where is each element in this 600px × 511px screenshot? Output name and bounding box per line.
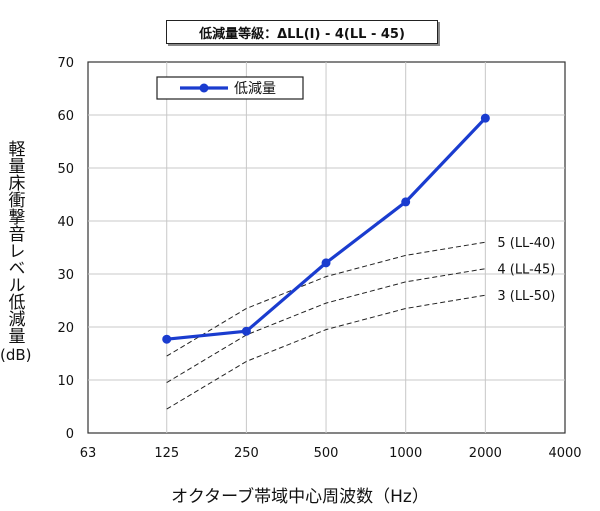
x-tick-label: 125	[154, 446, 179, 461]
x-tick-label: 500	[314, 446, 339, 461]
legend-box	[156, 76, 304, 100]
data-point	[480, 113, 490, 123]
data-point	[401, 197, 411, 207]
y-tick-label: 10	[57, 374, 74, 389]
x-tick-label: 1000	[389, 446, 422, 461]
data-point	[162, 334, 172, 344]
y-axis-label-main: 軽量床衝撃音レベル低減量	[4, 140, 25, 344]
x-axis-label: オクターブ帯域中心周波数（Hz）	[171, 487, 429, 507]
reference-curve	[166, 268, 486, 384]
y-tick-label: 30	[57, 268, 74, 283]
chart-title: 低減量等級：ΔLL(Ⅰ) - 4(LL - 45)	[166, 20, 438, 44]
x-tick-label: 63	[80, 446, 97, 461]
reference-curve-label: 5 (LL-40)	[497, 236, 555, 251]
y-tick-label: 40	[57, 215, 74, 230]
reference-curve	[166, 294, 486, 410]
y-axis-label: 軽量床衝撃音レベル低減量 (dB)	[0, 140, 32, 366]
legend-marker	[199, 83, 209, 93]
legend-label: 低減量	[234, 80, 276, 97]
reference-curve-label: 4 (LL-45)	[497, 263, 555, 278]
x-tick-label: 2000	[469, 446, 502, 461]
x-tick-label: 250	[234, 446, 259, 461]
y-tick-label: 20	[57, 321, 74, 336]
reference-curve-label: 3 (LL-50)	[497, 289, 555, 304]
y-tick-label: 50	[57, 162, 74, 177]
y-tick-label: 60	[57, 109, 74, 124]
y-axis-label-unit: (dB)	[0, 346, 32, 364]
y-tick-label: 70	[57, 56, 74, 71]
y-tick-label: 0	[66, 427, 74, 442]
reference-curve	[166, 241, 486, 357]
x-tick-label: 4000	[548, 446, 581, 461]
data-point	[321, 258, 331, 268]
data-point	[241, 326, 251, 336]
